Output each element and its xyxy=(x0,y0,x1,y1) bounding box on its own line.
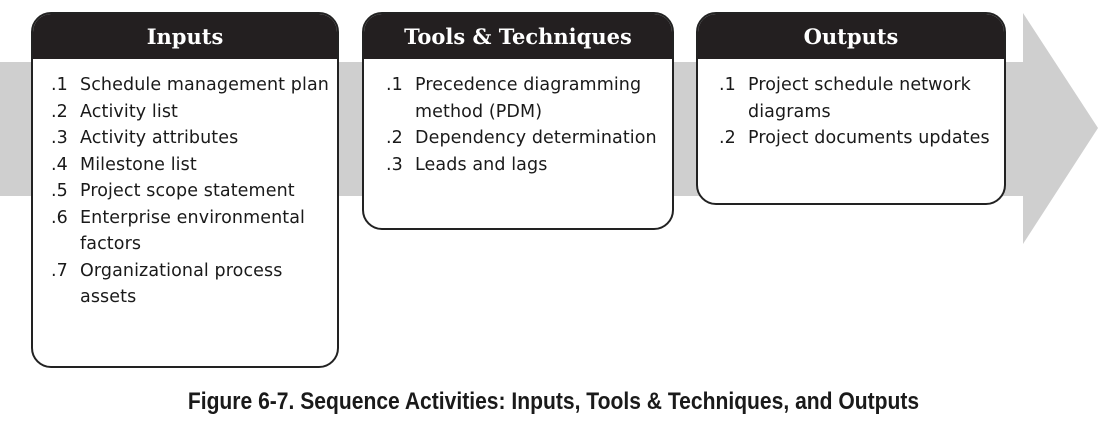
item-text: Project schedule network diagrams xyxy=(748,75,971,122)
item-text: Enterprise environmental factors xyxy=(80,207,306,255)
list-item: .6 Enterprise environmental factors xyxy=(51,205,337,258)
list-item: .2 Activity list xyxy=(51,99,337,126)
item-number: .7 xyxy=(51,260,68,281)
item-number: .1 xyxy=(51,75,68,95)
tools-techniques-box: Tools & Techniques .1 Precedence diagramm… xyxy=(362,12,674,230)
outputs-box: Outputs .1 Project schedule network diagr… xyxy=(696,12,1006,205)
outputs-header: Outputs xyxy=(698,14,1004,59)
item-text: Dependency determination xyxy=(415,128,657,148)
item-number: .6 xyxy=(51,207,68,228)
item-number: .3 xyxy=(51,128,68,148)
item-text: Milestone list xyxy=(80,154,197,175)
list-item: .1 Project schedule network diagrams xyxy=(719,72,1004,125)
item-text: Leads and lags xyxy=(415,154,548,175)
item-text: Activity attributes xyxy=(80,128,239,148)
item-text: Schedule management plan xyxy=(80,75,329,95)
item-number: .1 xyxy=(719,75,736,95)
outputs-list: .1 Project schedule network diagrams .2 Pro… xyxy=(698,59,1004,152)
list-item: .1 Precedence diagramming method (PDM) xyxy=(386,72,672,125)
item-text: Project documents updates xyxy=(748,128,990,148)
list-item: .2 Project documents updates xyxy=(719,125,1004,152)
item-number: .4 xyxy=(51,154,68,175)
item-text: Precedence diagramming method (PDM) xyxy=(415,75,642,122)
list-item: .1 Schedule management plan xyxy=(51,72,337,99)
list-item: .3 Activity attributes xyxy=(51,125,337,152)
list-item: .5 Project scope statement xyxy=(51,178,337,205)
item-text: Activity list xyxy=(80,101,179,122)
item-number: .2 xyxy=(719,128,736,148)
tools-techniques-header: Tools & Techniques xyxy=(364,14,672,59)
list-item: .2 Dependency determination xyxy=(386,125,672,152)
list-item: .7 Organizational process assets xyxy=(51,258,337,311)
tools-techniques-list: .1 Precedence diagramming method (PDM) .2 D… xyxy=(364,59,672,178)
item-text: Project scope statement xyxy=(80,181,295,201)
list-item: .3 Leads and lags xyxy=(386,152,672,179)
list-item: .4 Milestone list xyxy=(51,152,337,179)
item-number: .2 xyxy=(386,128,403,148)
inputs-list: .1 Schedule management plan .2 Activity lis… xyxy=(33,59,337,311)
item-number: .3 xyxy=(386,154,403,175)
item-text: Organizational process assets xyxy=(80,260,283,308)
item-number: .2 xyxy=(51,101,68,122)
item-number: .1 xyxy=(386,75,403,95)
item-number: .5 xyxy=(51,181,68,201)
inputs-box: Inputs .1 Schedule management plan .2 Activ… xyxy=(31,12,339,368)
inputs-header: Inputs xyxy=(33,14,337,59)
figure-caption: Figure 6-7. Sequence Activities: Inputs,… xyxy=(187,388,920,415)
